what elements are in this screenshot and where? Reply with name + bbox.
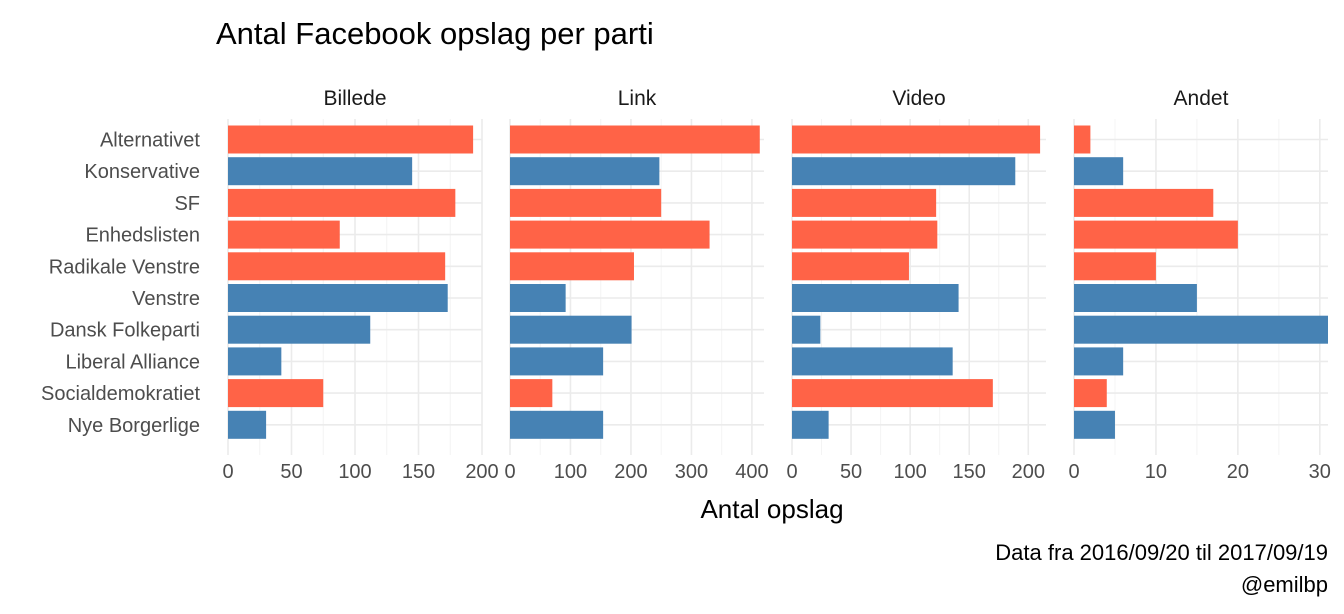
x-tick-label: 50 [280,461,302,483]
bar-andet-enhedslisten [1074,220,1238,249]
x-tick-label: 0 [1068,461,1079,483]
x-tick-label: 0 [222,461,233,483]
x-tick-label: 150 [402,461,435,483]
facet-panel-andet: Andet 0 10 20 30 [1068,87,1330,483]
x-tick-label: 0 [786,461,797,483]
category-label-alternativet: Alternativet [100,130,200,152]
bar-andet-konservative [1074,157,1124,186]
bar-andet-nye-borgerlige [1074,410,1115,439]
category-label-dansk-folkeparti: Dansk Folkeparti [50,320,200,342]
bar-video-konservative [792,157,1016,186]
x-tick-label: 30 [1309,461,1331,483]
caption-author: @emilbp [1241,572,1328,597]
x-tick-label: 400 [735,461,768,483]
facet-panel-video: Video 0 50 100 150 200 [786,87,1046,483]
bar-billede-venstre [228,284,448,312]
bar-video-alternativet [792,125,1041,154]
bar-billede-enhedslisten [228,220,340,249]
bar-video-dansk-folkeparti [792,315,821,344]
x-tick-label: 0 [504,461,515,483]
facet-title-billede: Billede [323,87,386,110]
bar-billede-sf [228,188,456,217]
category-label-socialdemokratiet: Socialdemokratiet [41,383,200,405]
bar-andet-radikale-venstre [1074,252,1156,281]
bar-link-sf [510,188,662,217]
bar-link-venstre [510,284,566,312]
x-tick-label: 10 [1145,461,1167,483]
bar-video-socialdemokratiet [792,379,993,408]
facet-title-video: Video [892,87,945,110]
caption-date-range: Data fra 2016/09/20 til 2017/09/19 [995,540,1328,565]
facet-panel-billede: Billede 0 50 100 150 200 [222,87,498,483]
x-tick-label: 200 [1012,461,1045,483]
bar-link-enhedslisten [510,220,710,249]
x-tick-label: 100 [554,461,587,483]
x-axis-label: Antal opslag [700,494,843,524]
x-tick-label: 300 [675,461,708,483]
bar-link-konservative [510,157,660,186]
bar-andet-socialdemokratiet [1074,379,1107,408]
bar-link-socialdemokratiet [510,379,553,408]
bar-video-liberal-alliance [792,347,953,376]
x-tick-label: 50 [840,461,862,483]
bar-video-radikale-venstre [792,252,909,281]
bar-video-sf [792,188,937,217]
x-tick-label: 150 [953,461,986,483]
category-label-sf: SF [174,193,200,215]
bar-link-liberal-alliance [510,347,604,376]
facet-title-link: Link [618,87,657,110]
bar-billede-nye-borgerlige [228,410,267,439]
bar-link-dansk-folkeparti [510,315,632,344]
bar-video-venstre [792,284,959,312]
facet-title-andet: Andet [1174,87,1229,110]
x-tick-label: 100 [893,461,926,483]
x-tick-label: 200 [465,461,498,483]
bar-billede-alternativet [228,125,474,154]
bar-andet-sf [1074,188,1214,217]
category-label-nye-borgerlige: Nye Borgerlige [68,415,200,437]
bar-video-nye-borgerlige [792,410,829,439]
category-label-venstre: Venstre [132,288,200,310]
x-tick-label: 200 [614,461,647,483]
category-labels: Alternativet Konservative SF Enhedslisten Ra… [41,130,200,437]
category-label-enhedslisten: Enhedslisten [85,225,200,247]
bar-billede-konservative [228,157,413,186]
x-tick-label: 20 [1227,461,1249,483]
bar-andet-liberal-alliance [1074,347,1124,376]
category-label-liberal-alliance: Liberal Alliance [65,351,200,373]
bar-link-nye-borgerlige [510,410,604,439]
chart-title: Antal Facebook opslag per parti [216,16,654,51]
bar-andet-alternativet [1074,125,1091,154]
bar-billede-liberal-alliance [228,347,282,376]
bar-andet-dansk-folkeparti [1074,315,1328,344]
bar-billede-socialdemokratiet [228,379,324,408]
bar-video-enhedslisten [792,220,938,249]
bar-billede-radikale-venstre [228,252,446,281]
bar-andet-venstre [1074,284,1197,312]
bar-link-radikale-venstre [510,252,634,281]
category-label-radikale-venstre: Radikale Venstre [49,256,200,278]
facet-panel-link: Link 0 100 200 300 400 [504,87,768,483]
x-tick-label: 100 [338,461,371,483]
bar-link-alternativet [510,125,760,154]
category-label-konservative: Konservative [84,161,200,183]
bar-billede-dansk-folkeparti [228,315,371,344]
